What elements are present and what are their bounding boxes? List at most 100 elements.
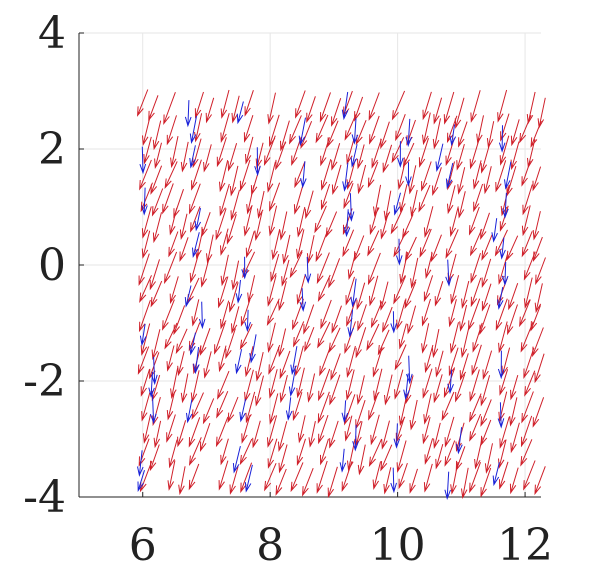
red-arrow [296, 206, 306, 238]
red-arrow [164, 251, 178, 285]
red-arrow [266, 298, 280, 327]
red-arrow [342, 229, 355, 258]
red-arrow [293, 321, 305, 348]
red-arrow [290, 462, 304, 493]
red-arrow [246, 185, 255, 215]
red-arrow [315, 230, 328, 263]
red-arrow [329, 420, 339, 449]
red-arrow [346, 159, 356, 190]
blue-arrow [148, 371, 155, 398]
blue-arrow [244, 464, 253, 493]
red-arrow [530, 305, 541, 332]
red-arrow [306, 235, 315, 264]
red-arrow [269, 393, 279, 425]
red-arrow [380, 121, 390, 150]
blue-arrow [304, 256, 312, 284]
blue-arrow [491, 218, 498, 243]
red-arrow [508, 283, 519, 311]
red-arrow [479, 304, 491, 336]
blue-arrow [501, 261, 509, 286]
red-arrow [191, 299, 200, 327]
red-arrow [215, 416, 229, 448]
axes [78, 32, 541, 498]
red-arrow [153, 420, 162, 449]
red-arrow [190, 370, 200, 404]
red-arrow [307, 373, 316, 403]
red-arrow [268, 344, 281, 375]
red-arrow [499, 369, 509, 396]
red-arrow [434, 281, 444, 307]
red-arrow [150, 280, 163, 308]
blue-arrow [449, 124, 457, 147]
red-arrow [296, 438, 306, 467]
blue-arrow [192, 232, 200, 259]
red-arrow [396, 299, 406, 331]
red-arrow [509, 467, 519, 495]
x-tick-label: 6 [129, 520, 157, 571]
red-arrow [469, 462, 481, 494]
red-arrow [454, 97, 465, 129]
red-arrow [476, 115, 484, 145]
blue-arrow [403, 373, 410, 400]
blue-arrow [235, 349, 243, 375]
red-arrow [318, 368, 331, 402]
red-arrow [319, 347, 331, 377]
red-arrow [302, 468, 314, 497]
red-arrow [473, 183, 484, 213]
red-arrow [422, 91, 432, 121]
red-arrow [520, 439, 533, 467]
red-arrow [151, 188, 164, 217]
red-arrow [346, 345, 356, 379]
red-arrow [443, 368, 455, 399]
red-arrow [448, 299, 457, 328]
red-arrow [456, 143, 465, 171]
red-arrow [229, 466, 239, 495]
red-arrow [532, 397, 545, 428]
red-arrow [220, 438, 229, 466]
blue-arrow [498, 125, 506, 153]
red-arrow [244, 346, 254, 378]
red-arrow [226, 214, 237, 245]
red-arrow [435, 443, 444, 470]
blue-arrow [347, 193, 355, 222]
red-arrow [510, 141, 520, 171]
red-arrow [534, 466, 546, 496]
red-arrow [139, 159, 152, 191]
red-arrow [266, 161, 276, 193]
red-arrow [382, 144, 393, 174]
red-arrow [431, 329, 440, 359]
red-arrow [520, 415, 533, 448]
red-arrow [331, 143, 341, 171]
red-arrow [394, 344, 407, 371]
red-arrow [267, 438, 278, 469]
red-arrow [498, 439, 507, 469]
red-arrow [343, 183, 354, 210]
red-arrow [435, 350, 444, 378]
blue-arrow [184, 100, 192, 128]
red-arrow [294, 345, 304, 377]
red-arrow [523, 251, 536, 281]
red-arrow [331, 164, 342, 196]
red-arrow [523, 460, 536, 491]
red-arrow [380, 444, 393, 472]
red-arrow [344, 114, 357, 141]
red-arrow [304, 190, 314, 220]
red-arrow [243, 205, 253, 237]
red-arrow [457, 167, 466, 195]
red-arrow [481, 258, 492, 289]
red-arrow [498, 254, 508, 285]
red-arrow [190, 206, 201, 233]
red-arrow [264, 463, 277, 492]
red-arrow [509, 397, 518, 427]
blue-arrow [445, 162, 454, 190]
red-arrow [407, 305, 417, 335]
red-arrow [458, 121, 468, 148]
red-arrow [367, 161, 379, 189]
red-arrow [444, 440, 456, 467]
red-arrow [410, 189, 418, 218]
red-arrow [154, 142, 162, 170]
red-arrow [220, 228, 229, 256]
red-arrow [139, 460, 153, 493]
red-arrow [433, 97, 443, 125]
red-arrow [166, 345, 175, 372]
